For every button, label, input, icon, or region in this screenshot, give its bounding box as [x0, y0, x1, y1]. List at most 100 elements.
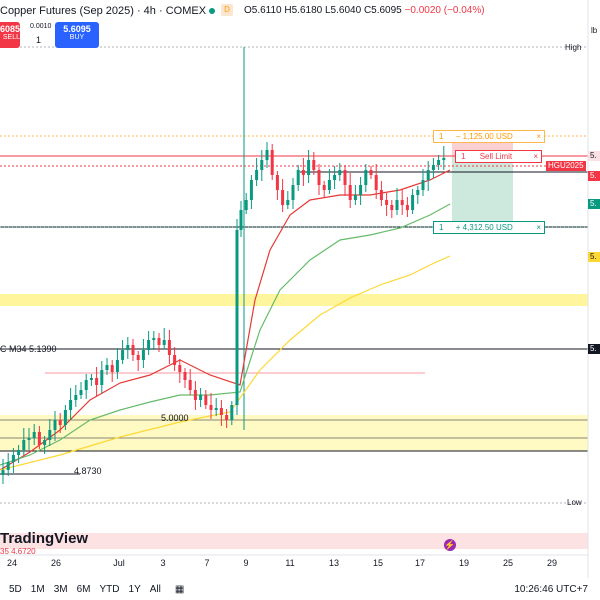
candle-body — [63, 410, 67, 425]
candle-body — [193, 390, 197, 400]
candle-body — [437, 160, 441, 165]
candle-body — [255, 170, 259, 180]
stop-loss-order[interactable]: 1 + 4,312.50 USD × — [433, 221, 545, 234]
tp-close-icon[interactable]: × — [536, 132, 541, 141]
candle-body — [27, 438, 31, 440]
sl-qty: 1 — [439, 223, 444, 232]
timeframe-5d[interactable]: 5D — [9, 583, 22, 595]
candle-body — [152, 338, 156, 340]
low-label: Low — [567, 498, 582, 507]
candle-body — [22, 440, 26, 450]
low-value: L5.6040 — [325, 5, 362, 16]
time-tick: 9 — [243, 558, 249, 568]
candle-body — [131, 345, 135, 355]
candle-body — [286, 200, 290, 205]
candle-body — [204, 395, 208, 405]
timeframe-ytd[interactable]: YTD — [99, 583, 120, 595]
candle-body — [379, 190, 383, 200]
candle-body — [270, 150, 274, 175]
timeframe-1y[interactable]: 1Y — [128, 583, 141, 595]
candle-body — [281, 190, 285, 205]
ema-yellow-scale-tag: 5. — [588, 252, 600, 262]
candle-body — [1, 470, 5, 475]
candle-body — [333, 175, 337, 180]
sl-label: + 4,312.50 USD — [455, 223, 513, 232]
sell-limit-order[interactable]: 1 Sell Limit × — [455, 150, 542, 163]
candle-body — [115, 360, 119, 372]
level-scale-tag: 5. — [588, 344, 600, 354]
candle-body — [199, 395, 203, 400]
ema-green-scale-tag: 5. — [588, 199, 600, 209]
ema-green-line — [0, 203, 451, 466]
candle-body — [219, 408, 223, 415]
candle-body — [126, 345, 130, 350]
bottom-zone — [0, 533, 588, 549]
buy-price: 5.6095 — [63, 24, 91, 34]
clock[interactable]: 10:26:46 UTC+7 — [514, 584, 588, 595]
sell-button[interactable]: 5.6085 SELL — [0, 22, 20, 48]
candle-body — [244, 200, 248, 210]
time-axis[interactable]: 2426Jul3579111315171923252729 — [0, 558, 588, 572]
candle-body — [173, 355, 177, 365]
sell-limit-close-icon[interactable]: × — [533, 152, 538, 161]
candle-body — [364, 170, 368, 185]
timeframe-6m[interactable]: 6M — [76, 583, 91, 595]
candle-body — [395, 200, 399, 210]
time-tick: 13 — [328, 558, 340, 568]
lightning-icon[interactable]: ⚡ — [444, 539, 456, 551]
candle-body — [385, 200, 389, 205]
sell-limit-scale-tag: 5. — [588, 151, 600, 161]
candle-body — [421, 180, 425, 190]
time-tick: 15 — [372, 558, 384, 568]
candle-body — [327, 180, 331, 190]
change-value: −0.0020 (−0.04%) — [404, 5, 485, 16]
candle-body — [442, 158, 446, 160]
symbol-title[interactable]: Copper Futures (Sep 2025) · 4h · COMEX — [0, 5, 207, 17]
candle-body — [69, 400, 73, 410]
candle-body — [239, 210, 243, 230]
candle-body — [214, 408, 218, 410]
timeframe-1m[interactable]: 1M — [30, 583, 45, 595]
candle-body — [275, 175, 279, 190]
buy-button[interactable]: 5.6095 BUY — [55, 22, 99, 48]
tp-qty: 1 — [439, 132, 444, 141]
open-value: O5.6110 — [244, 5, 282, 16]
last-price-scale-tag: 5. — [588, 171, 600, 181]
candle-body — [249, 180, 253, 200]
sell-limit-qty: 1 — [461, 152, 466, 161]
sl-close-icon[interactable]: × — [536, 223, 541, 232]
timeframe-all[interactable]: All — [149, 583, 161, 595]
candle-body — [162, 340, 166, 345]
spread-value: 0.0010 — [30, 23, 52, 30]
market-open-dot — [209, 8, 215, 14]
quantity-field[interactable]: 1 — [36, 35, 42, 45]
take-profit-order[interactable]: 1 − 1,125.00 USD × — [433, 130, 545, 143]
time-tick: 26 — [50, 558, 62, 568]
session-badge[interactable]: D — [221, 4, 233, 16]
level-4873-label: 4.8730 — [74, 466, 102, 476]
candle-body — [338, 170, 342, 175]
ma-label: C M34 5.1390 — [0, 344, 57, 354]
timeframe-3m[interactable]: 3M — [53, 583, 68, 595]
candle-body — [307, 160, 311, 175]
time-tick: 19 — [458, 558, 470, 568]
candle-body — [301, 170, 305, 175]
candle-body — [369, 170, 373, 175]
candles — [1, 142, 446, 484]
candle-body — [110, 365, 114, 372]
time-tick: 7 — [204, 558, 210, 568]
sell-limit-label: Sell Limit — [479, 152, 513, 161]
candle-body — [32, 432, 36, 438]
candle-body — [260, 160, 264, 170]
candle-body — [291, 185, 295, 200]
candle-body — [105, 365, 109, 370]
close-value: C5.6095 — [363, 5, 402, 16]
calendar-icon[interactable]: ▦ — [174, 583, 185, 595]
candle-body — [141, 350, 145, 360]
candle-body — [317, 170, 321, 185]
candle-body — [390, 205, 394, 210]
candle-body — [89, 378, 93, 380]
high-label: High — [565, 43, 582, 52]
candle-body — [209, 405, 213, 410]
